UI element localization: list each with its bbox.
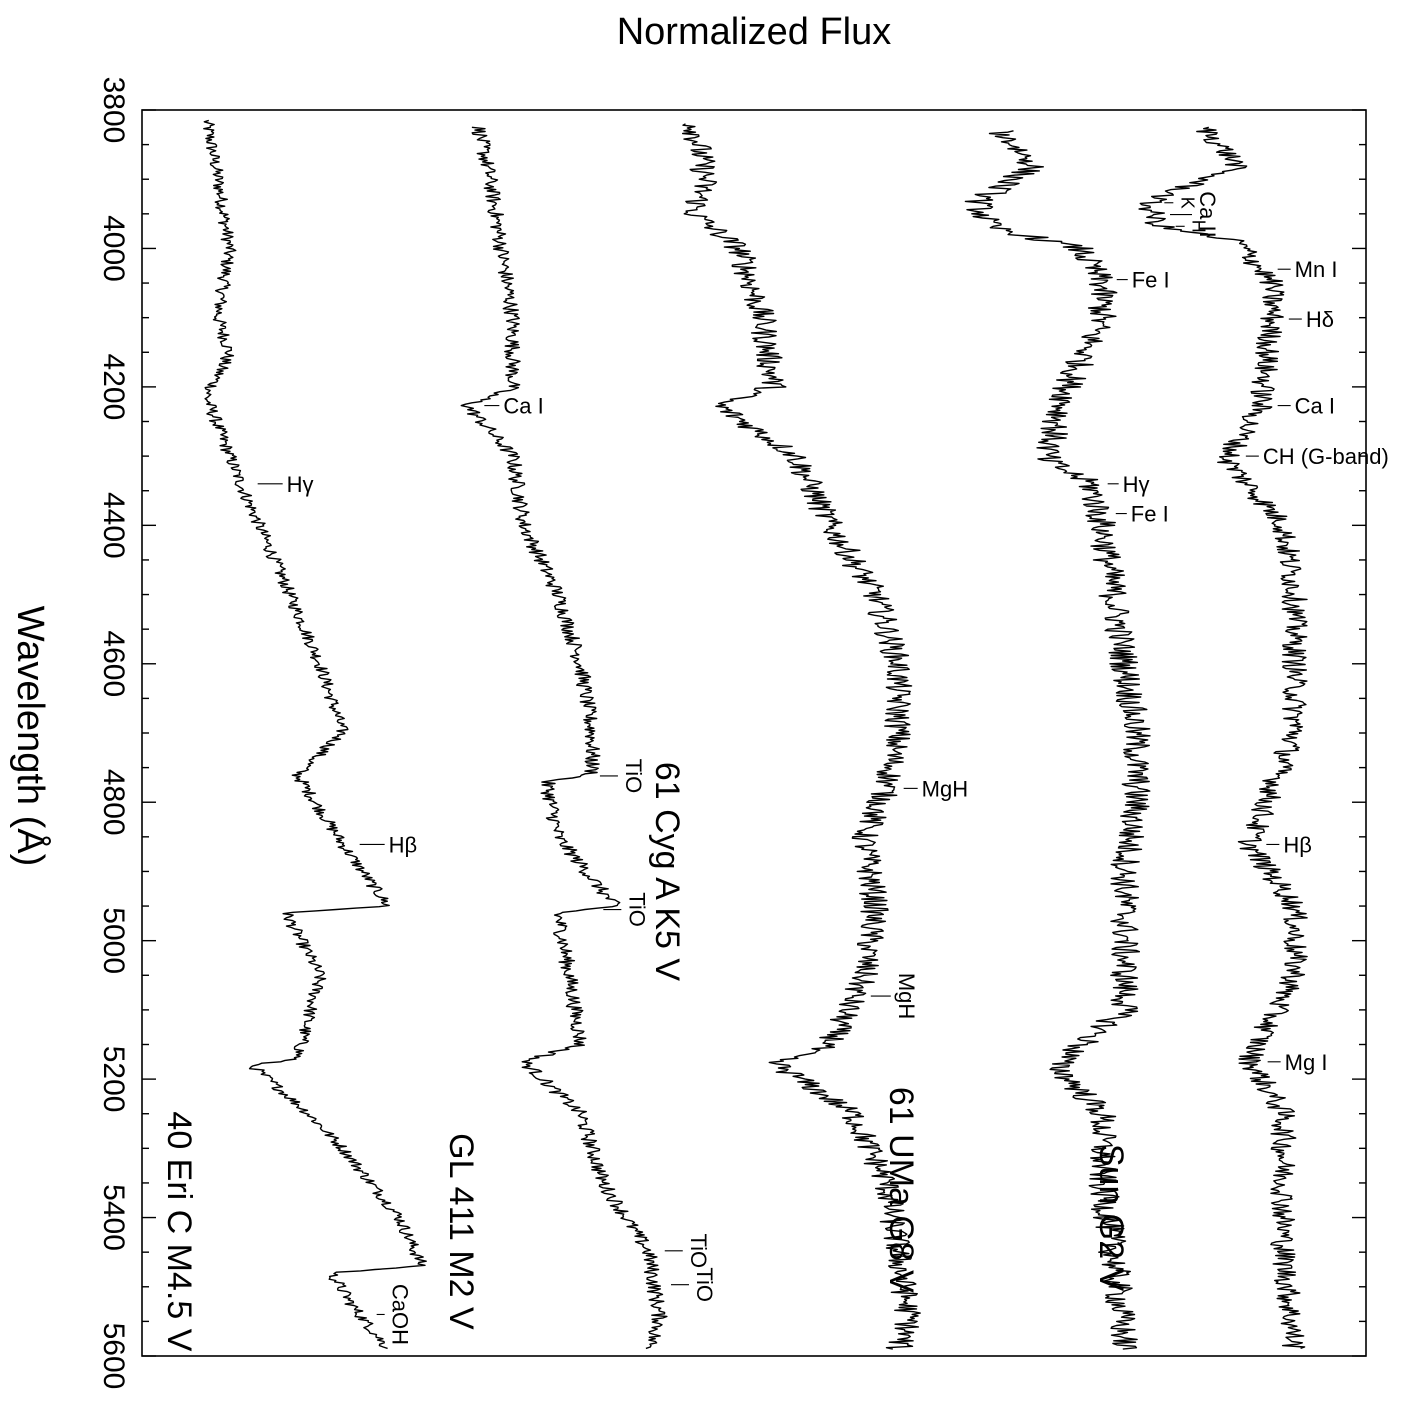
y-tick-label: 5000 bbox=[97, 907, 130, 974]
star-label: 61 UMa G8 V bbox=[882, 1087, 920, 1293]
feature-label: TiO bbox=[621, 759, 646, 794]
feature-label: Mn I bbox=[1295, 257, 1338, 282]
chart-title: Normalized Flux bbox=[617, 11, 892, 53]
feature-label: Hδ bbox=[1306, 307, 1334, 332]
spectrum-line bbox=[460, 126, 668, 1350]
feature-label: CH (G-band) bbox=[1263, 444, 1389, 469]
y-tick-label: 4600 bbox=[97, 630, 130, 697]
spectrum-line bbox=[203, 119, 427, 1350]
y-tick-label: 5400 bbox=[97, 1184, 130, 1251]
feature-label: Hβ bbox=[389, 832, 418, 857]
feature-label: TiO bbox=[692, 1267, 717, 1302]
axis-tick-labels: 3800 4000 4200 4400 4600 4800 5000 5200 5400 5600 bbox=[97, 77, 130, 1390]
spectrum-line bbox=[964, 130, 1151, 1350]
feature-label: TiO bbox=[624, 892, 649, 927]
feature-label: MgH bbox=[922, 776, 968, 801]
feature-label: K bbox=[1177, 197, 1197, 209]
spectra-lines bbox=[203, 119, 1308, 1350]
feature-label: Hγ bbox=[1123, 472, 1150, 497]
feature-label: TiO bbox=[686, 1233, 711, 1268]
spectrum-line bbox=[682, 123, 921, 1350]
feature-label: MgH bbox=[894, 973, 919, 1019]
axis-ticks bbox=[142, 109, 1366, 1357]
feature-label: Ca I bbox=[503, 394, 543, 419]
feature-label: Ca I bbox=[1295, 394, 1335, 419]
y-tick-label: 4400 bbox=[97, 492, 130, 559]
feature-label: Fe I bbox=[1132, 268, 1170, 293]
plot-frame bbox=[141, 109, 1367, 1357]
y-tick-label: 5600 bbox=[97, 1323, 130, 1390]
y-tick-label: 5200 bbox=[97, 1046, 130, 1113]
feature-label: Hβ bbox=[1283, 832, 1312, 857]
y-tick-label: 3800 bbox=[97, 77, 130, 144]
y-axis-label: Wavelength (Å) bbox=[9, 606, 53, 866]
spectrum-line bbox=[1138, 126, 1308, 1350]
feature-label: CaOH bbox=[388, 1284, 413, 1345]
star-label: 40 Eri C M4.5 V bbox=[160, 1111, 198, 1351]
star-label: GL 411 M2 V bbox=[442, 1133, 480, 1330]
y-tick-label: 4800 bbox=[97, 769, 130, 836]
feature-label: Mg I bbox=[1285, 1050, 1328, 1075]
star-label: 61 Cyg A K5 V bbox=[648, 762, 686, 982]
feature-label: Hγ bbox=[287, 472, 314, 497]
feature-label: Fe I bbox=[1131, 502, 1169, 527]
y-tick-label: 4200 bbox=[97, 354, 130, 421]
star-label: Sun G2 V bbox=[1092, 1144, 1130, 1292]
y-tick-label: 4000 bbox=[97, 215, 130, 282]
feature-label: Ca II bbox=[1195, 191, 1220, 237]
star-labels: 40 Eri C M4.5 V GL 411 M2 V 61 Cyg A K5 V 6… bbox=[160, 762, 1130, 1352]
feature-label: H bbox=[1189, 220, 1209, 233]
